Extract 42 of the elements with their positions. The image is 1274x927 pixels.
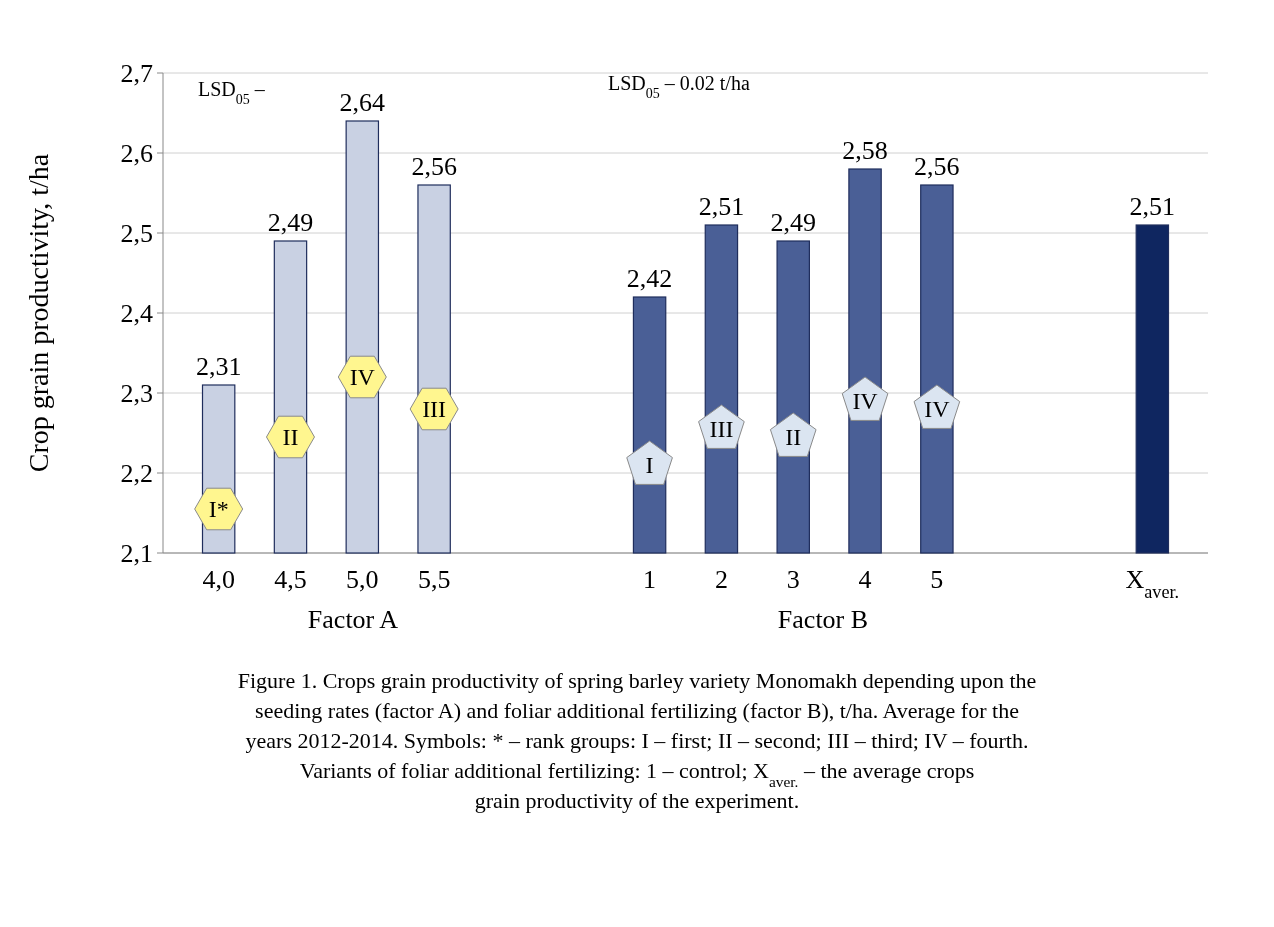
y-tick-label: 2,6 (120, 139, 153, 169)
annotation: LSD$_{05}$ – (198, 78, 266, 107)
x-tick-label: 1 (643, 565, 657, 594)
data-label: 2,64 (339, 88, 386, 117)
x-tick-label: 2 (714, 565, 728, 594)
annotation: III (422, 396, 447, 423)
data-label: 2,49 (770, 208, 816, 237)
x-tick-label: 5 (930, 565, 944, 594)
x-tick-label: 5,5 (417, 565, 451, 594)
data-label: 2,58 (842, 136, 888, 165)
y-tick-label: 2,7 (120, 59, 153, 89)
text: Factor A (307, 605, 399, 634)
x-tick-label: 4,5 (274, 565, 307, 594)
annotation: III (709, 416, 734, 443)
x-tick-label: 4,0 (202, 565, 235, 594)
annotation: IV (852, 388, 879, 415)
data-label: 2,51 (1129, 192, 1176, 221)
y-axis-title: Crop grain productivity, t/ha (23, 153, 54, 473)
y-tick-label: 2,2 (120, 459, 153, 489)
y-tick-label: 2,4 (120, 299, 153, 329)
annotation: IV (349, 364, 376, 391)
y-tick-label: 2,3 (120, 379, 153, 409)
data-label: 2,56 (914, 152, 960, 181)
data-label: 2,56 (411, 152, 457, 181)
x-tick-label: X$_{aver.}$ (1125, 565, 1180, 602)
data-label: 2,31 (195, 352, 242, 381)
annotation: IV (924, 396, 951, 423)
y-tick-label: 2,1 (120, 539, 153, 569)
annotation: I* (208, 496, 229, 523)
text: Factor B (777, 605, 869, 634)
data-label: 2,49 (267, 208, 314, 237)
caption: Figure 1. Crops grain productivity of spring barley variety Monomakh depending upon the seeding rates (factor A) and foliar additional fertilizing (factor B), t/ha. Average for the years 2012-2014. Symbols: * – rank groups: I – first; II – second; III – third; IV – fourth. Variants of foliar additional fertilizing: 1 – control; X$_{aver.}$ – the average crops grain productivity of the experiment. (237, 668, 1037, 813)
x-tick-label: 5,0 (346, 565, 379, 594)
annotation: I (645, 452, 654, 479)
annotation: II (785, 424, 802, 451)
data-label: 2,42 (626, 264, 673, 293)
y-tick-label: 2,5 (120, 219, 153, 249)
x-tick-label: 4 (858, 565, 872, 594)
annotation: II (282, 424, 299, 451)
data-label: 2,51 (698, 192, 745, 221)
x-tick-label: 3 (786, 565, 800, 594)
annotation: LSD$_{05}$ – 0.02 t/ha (608, 72, 750, 101)
